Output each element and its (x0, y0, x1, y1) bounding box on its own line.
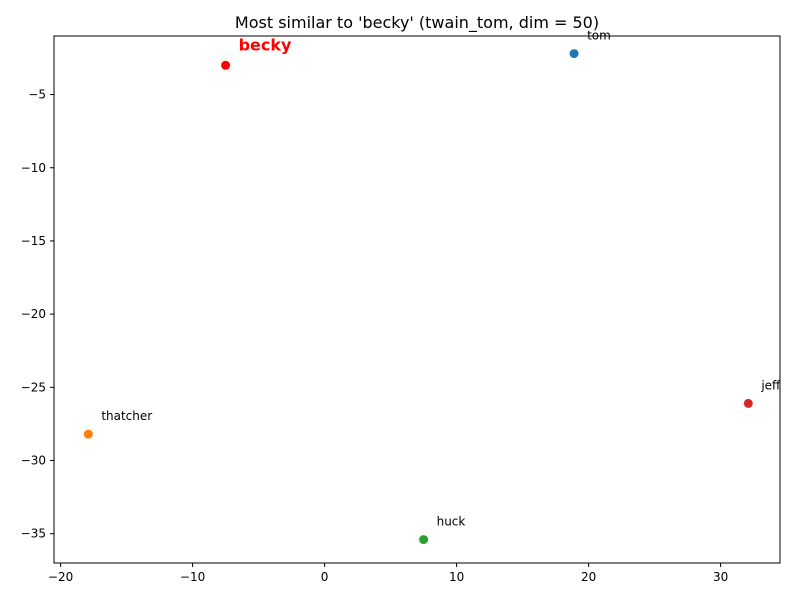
y-tick-label: −10 (21, 161, 46, 175)
x-tick-label: −20 (48, 570, 73, 584)
x-tick-label: 0 (321, 570, 329, 584)
y-axis: −5 −10 −15 −20 −25 −30 −35 (21, 88, 54, 541)
y-tick-label: −15 (21, 234, 46, 248)
point-label-thatcher: thatcher (101, 409, 152, 423)
point-label-jeff: jeff (760, 378, 781, 392)
y-tick-label: −25 (21, 380, 46, 394)
y-tick-label: −35 (21, 527, 46, 541)
point-huck (419, 535, 429, 545)
point-label-huck: huck (437, 515, 466, 529)
x-tick-label: 30 (713, 570, 728, 584)
point-thatcher (83, 429, 93, 439)
x-axis: −20 −10 0 10 20 30 (48, 563, 728, 584)
y-tick-label: −5 (28, 88, 46, 102)
point-jeff (743, 398, 753, 408)
x-tick-label: −10 (180, 570, 205, 584)
y-tick-label: −20 (21, 307, 46, 321)
point-label-becky: becky (239, 35, 292, 54)
plot-frame (53, 35, 781, 564)
x-tick-label: 10 (449, 570, 464, 584)
x-tick-label: 20 (581, 570, 596, 584)
point-tom (569, 49, 579, 59)
chart-title: Most similar to 'becky' (twain_tom, dim … (235, 13, 599, 33)
point-becky (221, 60, 231, 70)
y-tick-label: −30 (21, 454, 46, 468)
